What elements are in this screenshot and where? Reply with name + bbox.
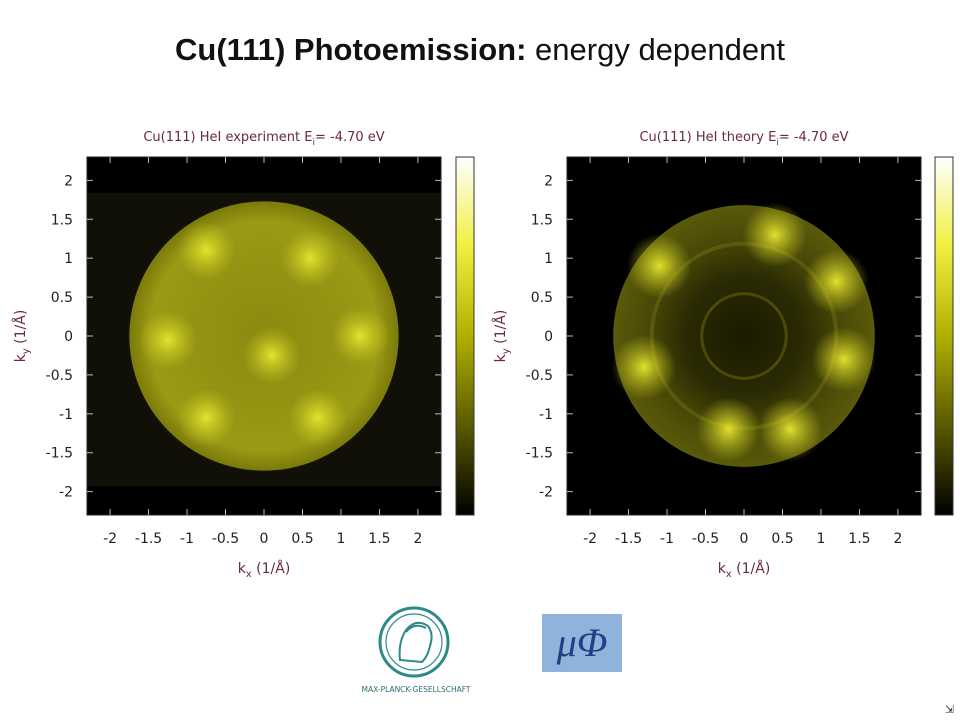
theory-hotspot-6 bbox=[611, 334, 677, 400]
theory-ytick-label: 0 bbox=[544, 329, 553, 345]
theory-xtick-label: 2 bbox=[893, 531, 902, 547]
theory-xtick-label: 0.5 bbox=[771, 531, 793, 547]
experiment-hotspot-0 bbox=[177, 221, 236, 280]
theory-ytick-label: 1.5 bbox=[531, 212, 553, 228]
experiment-hotspot-1 bbox=[280, 228, 340, 288]
experiment-y-axis-label: ky (1/Å) bbox=[12, 310, 32, 363]
experiment-xtick-label: 1 bbox=[336, 531, 345, 547]
resize-corner-icon[interactable]: ⇲ bbox=[944, 704, 954, 716]
experiment-ytick-label: 0.5 bbox=[51, 290, 73, 306]
theory-xtick-label: -0.5 bbox=[692, 531, 719, 547]
theory-ytick-label: -2 bbox=[539, 485, 553, 501]
experiment-hotspot-4 bbox=[177, 388, 236, 447]
theory-xtick-label: -1.5 bbox=[615, 531, 642, 547]
theory-hotspot-0 bbox=[627, 233, 692, 299]
theory-xtick-label: 1 bbox=[816, 531, 825, 547]
slide-title-bold: Cu(111) Photoemission: bbox=[175, 32, 527, 67]
experiment-xtick-label: 0.5 bbox=[291, 531, 313, 547]
experiment-xtick-label: -2 bbox=[103, 531, 117, 547]
theory-ytick-label: -1.5 bbox=[526, 446, 553, 462]
experiment-heatmap-panel: -2 -1.5 -1 -0.5 0 0.5 1 1.5 2 2 1.5 1 0.5 0 -0.5 -1 -1.5… bbox=[12, 130, 475, 580]
experiment-chart-title: Cu(111) HeI experiment Ei= -4.70 eV bbox=[143, 130, 384, 148]
experiment-ytick-label: 1.5 bbox=[51, 212, 73, 228]
theory-x-axis-label: kx (1/Å) bbox=[718, 560, 771, 580]
theory-hotspot-4 bbox=[757, 397, 823, 462]
experiment-xtick-label: 2 bbox=[413, 531, 422, 547]
theory-chart-title: Cu(111) HeI theory Ei= -4.70 eV bbox=[639, 130, 848, 148]
theory-xtick-label: 0 bbox=[740, 531, 749, 547]
theory-hotspot-3 bbox=[811, 327, 877, 392]
slide-title-normal: energy dependent bbox=[535, 32, 785, 67]
theory-hotspot-2 bbox=[804, 249, 869, 314]
theory-ytick-label: 1 bbox=[544, 251, 553, 267]
mu-phi-logo: μΦ bbox=[542, 614, 622, 672]
experiment-ytick-label: -1.5 bbox=[46, 446, 73, 462]
theory-y-axis-label: ky (1/Å) bbox=[492, 310, 512, 363]
experiment-colorbar bbox=[455, 156, 475, 516]
theory-hotspot-5 bbox=[696, 397, 761, 462]
experiment-xtick-label: -0.5 bbox=[212, 531, 239, 547]
experiment-ytick-label: -1 bbox=[59, 407, 73, 423]
experiment-hotspot-5 bbox=[138, 310, 198, 370]
theory-ytick-label: 0.5 bbox=[531, 290, 553, 306]
theory-xtick-label: 1.5 bbox=[848, 531, 870, 547]
experiment-ytick-label: -2 bbox=[59, 485, 73, 501]
theory-colorbar bbox=[934, 156, 954, 516]
experiment-xtick-label: -1.5 bbox=[135, 531, 162, 547]
theory-xtick-label: -2 bbox=[583, 531, 597, 547]
experiment-ytick-label: 1 bbox=[64, 251, 73, 267]
experiment-ytick-label: 2 bbox=[64, 173, 73, 189]
experiment-x-axis-label: kx (1/Å) bbox=[238, 560, 291, 580]
max-planck-logo: MAX-PLANCK-GESELLSCHAFT bbox=[336, 602, 496, 700]
experiment-ytick-label: 0 bbox=[64, 329, 73, 345]
theory-hotspot-1 bbox=[742, 202, 808, 268]
theory-ytick-label: 2 bbox=[544, 173, 553, 189]
theory-inner-ring bbox=[700, 292, 788, 380]
minerva-seal-icon bbox=[378, 606, 450, 678]
theory-ytick-label: -1 bbox=[539, 407, 553, 423]
experiment-hotspot-6 bbox=[242, 326, 301, 385]
theory-heatmap-panel: -2 -1.5 -1 -0.5 0 0.5 1 1.5 2 2 1.5 1 0.5 0 -0.5 -1 -1.5… bbox=[492, 130, 954, 580]
mpg-logo-text: MAX-PLANCK-GESELLSCHAFT bbox=[362, 685, 471, 694]
experiment-hotspot-3 bbox=[288, 388, 348, 447]
theory-ytick-label: -0.5 bbox=[526, 368, 553, 384]
experiment-hotspot-2 bbox=[330, 306, 390, 366]
theory-xtick-label: -1 bbox=[660, 531, 674, 547]
experiment-ytick-label: -0.5 bbox=[46, 368, 73, 384]
experiment-xtick-label: 0 bbox=[260, 531, 269, 547]
experiment-xtick-label: -1 bbox=[180, 531, 194, 547]
experiment-xtick-label: 1.5 bbox=[368, 531, 390, 547]
slide-title: Cu(111) Photoemission: energy dependent bbox=[0, 32, 960, 68]
